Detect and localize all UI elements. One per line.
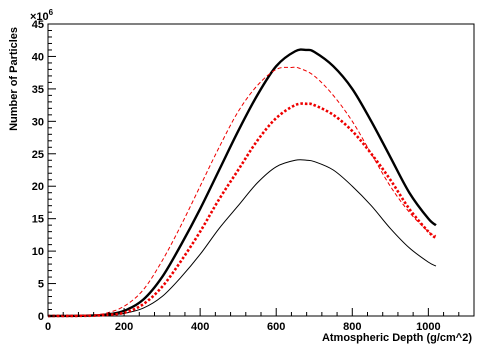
series-line-2 (47, 159, 437, 317)
series-line-1 (47, 48, 437, 318)
y-tick-label: 10 (32, 246, 44, 258)
y-axis-title: Number of Particles (8, 27, 20, 131)
y-tick-label: 40 (32, 51, 44, 63)
y-tick-label: 35 (32, 84, 44, 96)
x-tick-label: 600 (267, 321, 285, 333)
y-multiplier-label: ×106 (30, 8, 54, 23)
series-line-4 (47, 66, 437, 317)
y-tick-label: 15 (32, 214, 44, 226)
y-tick-label: 0 (38, 311, 44, 323)
plot-frame (47, 23, 475, 317)
axis-layer: 0 200 400 600 800 1000 0 5 10 15 20 25 30 35 40 45 (32, 19, 475, 333)
series-line-3 (47, 102, 437, 318)
x-axis-title: Atmospheric Depth (g/cm^2) (322, 332, 472, 344)
x-tick-label: 1000 (416, 321, 440, 333)
y-tick-label: 25 (32, 149, 44, 161)
y-multiplier-exponent: 6 (49, 8, 54, 17)
y-multiplier-base: ×10 (30, 11, 49, 23)
x-tick-label: 800 (343, 321, 361, 333)
series-layer (47, 48, 437, 318)
y-tick-label: 20 (32, 181, 44, 193)
x-tick-label: 400 (191, 321, 209, 333)
x-tick-label: 0 (45, 321, 51, 333)
y-tick-label: 45 (32, 19, 44, 31)
y-tick-label: 30 (32, 116, 44, 128)
y-tick-label: 5 (38, 279, 44, 291)
x-tick-label: 200 (115, 321, 133, 333)
